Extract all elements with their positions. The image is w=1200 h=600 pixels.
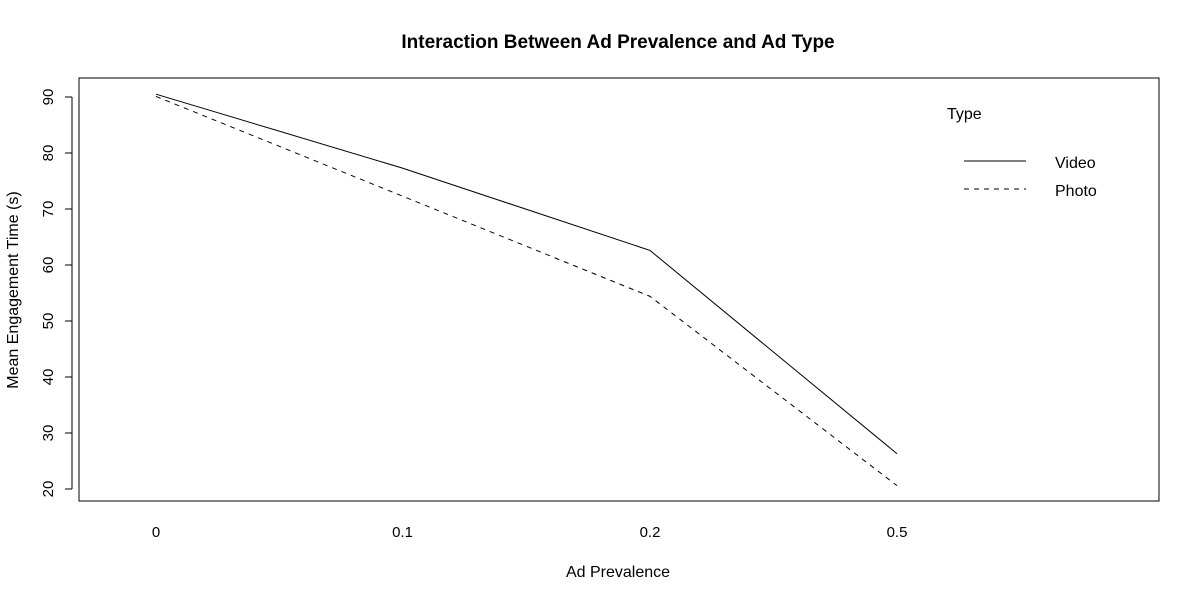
x-axis-label: Ad Prevalence: [566, 564, 670, 581]
y-tick-label: 50: [40, 313, 57, 330]
series-layer: [155, 93, 898, 487]
y-tick-label: 60: [40, 257, 57, 274]
y-tick-label: 80: [40, 145, 57, 162]
y-tick-label: 90: [40, 89, 57, 106]
legend-title: Type: [947, 106, 982, 123]
y-axis: 20 30 40 50 60 70 80 90: [40, 89, 73, 498]
y-axis-label: Mean Engagement Time (s): [5, 191, 22, 388]
y-tick-label: 20: [40, 481, 57, 498]
chart-title: Interaction Between Ad Prevalence and Ad…: [401, 32, 834, 53]
series-line-video: [155, 93, 898, 455]
x-axis: 0 0.1 0.2 0.5: [152, 524, 908, 541]
plot-frame: [78, 77, 1160, 502]
x-tick-label: 0: [152, 524, 160, 541]
y-tick-label: 70: [40, 201, 57, 218]
x-tick-label: 0.2: [640, 524, 661, 541]
legend-label-photo: Photo: [1055, 183, 1097, 200]
y-tick-label: 40: [40, 369, 57, 386]
y-tick-label: 30: [40, 425, 57, 442]
x-tick-label: 0.5: [887, 524, 908, 541]
x-tick-label: 0.1: [392, 524, 413, 541]
series-line-photo: [155, 95, 898, 487]
legend: Type Video Photo: [947, 106, 1097, 200]
legend-label-video: Video: [1055, 155, 1096, 172]
